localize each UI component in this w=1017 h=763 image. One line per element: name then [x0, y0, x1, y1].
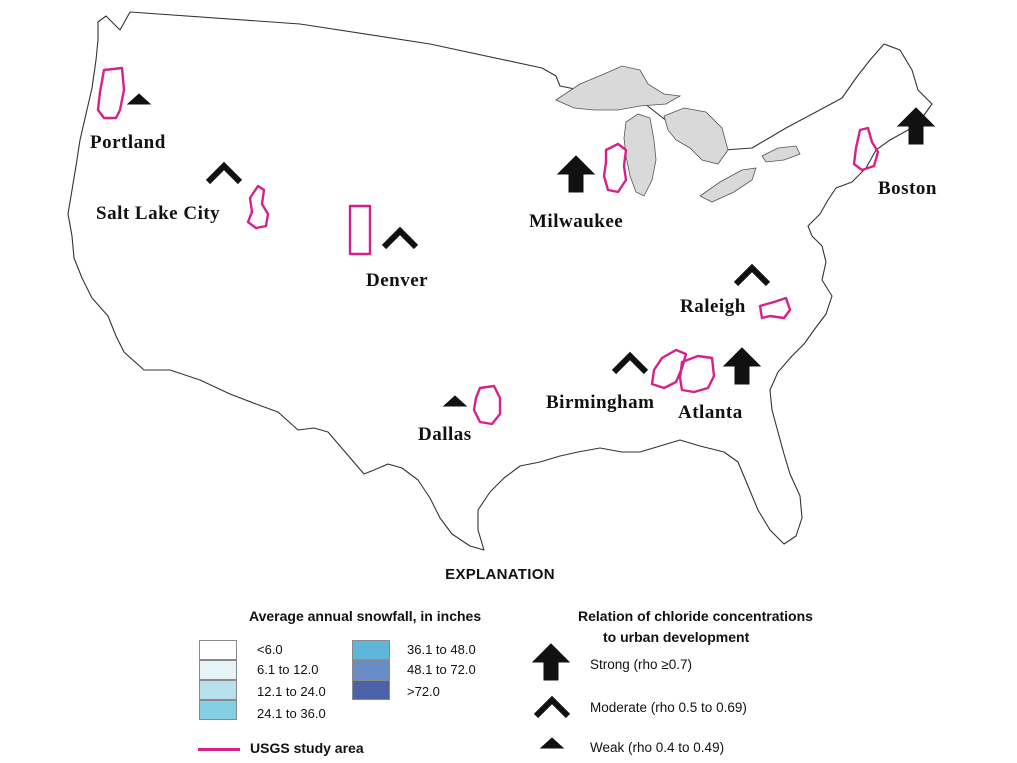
relation-legend-strong: Strong (rho ≥0.7): [590, 657, 692, 672]
study-area-legend-label: USGS study area: [250, 740, 364, 756]
snowfall-label-4: 24.1 to 36.0: [257, 706, 326, 721]
lake-huron: [663, 107, 729, 165]
relation-legend-header-line1: Relation of chloride concentrations: [578, 608, 813, 624]
weak-triangle-portland: [126, 93, 152, 105]
city-label-denver: Denver: [366, 270, 429, 291]
relation-symbols: [126, 93, 936, 407]
city-label-raleigh: Raleigh: [680, 296, 746, 317]
moderate-chevron-raleigh: [733, 263, 771, 287]
city-label-birmingham: Birmingham: [546, 392, 655, 413]
city-label-dallas: Dallas: [418, 424, 472, 445]
relation-legend-symbols: [531, 643, 571, 749]
weak-triangle-icon: [539, 737, 565, 749]
city-label-salt-lake-city: Salt Lake City: [96, 203, 221, 224]
weak-triangle-dallas: [442, 395, 468, 407]
moderate-chevron-salt-lake-city: [205, 161, 243, 185]
study-area-raleigh: [758, 296, 792, 320]
strong-arrow-atlanta: [722, 347, 762, 385]
lake-superior: [555, 65, 682, 111]
snowfall-swatch-5: [352, 640, 390, 660]
snowfall-swatch-7: [352, 680, 390, 700]
city-label-milwaukee: Milwaukee: [529, 211, 624, 232]
study-area-milwaukee: [602, 142, 628, 194]
study-area-birmingham: [650, 348, 688, 390]
conterminous-us-outline: [67, 11, 933, 551]
us-map: [67, 11, 936, 551]
strong-arrow-boston: [896, 107, 936, 145]
city-label-atlanta: Atlanta: [678, 402, 743, 423]
snowfall-swatch-3: [199, 680, 237, 700]
great-lakes: [555, 65, 801, 203]
snowfall-legend-header: Average annual snowfall, in inches: [249, 608, 482, 624]
study-area-portland: [96, 66, 126, 120]
study-areas: [96, 66, 880, 426]
study-area-boston: [852, 126, 880, 172]
snowfall-swatch-6: [352, 660, 390, 680]
map-frame: [67, 11, 936, 551]
snowfall-swatch-1: [199, 640, 237, 660]
study-area-salt-lake-city: [246, 184, 270, 230]
snowfall-label-7: >72.0: [407, 684, 440, 699]
relation-legend-weak: Weak (rho 0.4 to 0.49): [590, 740, 725, 755]
study-area-legend-line: [198, 748, 240, 751]
strong-arrow-milwaukee: [556, 155, 596, 193]
lake-erie: [699, 167, 757, 203]
relation-legend-header-line2: to urban development: [603, 629, 750, 645]
snowfall-label-2: 6.1 to 12.0: [257, 662, 319, 677]
snowfall-label-1: <6.0: [257, 642, 283, 657]
study-area-denver: [348, 204, 372, 256]
moderate-chevron-denver: [381, 226, 419, 250]
snowfall-swatch-4: [199, 700, 237, 720]
moderate-chevron-icon: [533, 695, 571, 719]
strong-arrow-icon: [531, 643, 571, 681]
explanation-title: EXPLANATION: [445, 566, 555, 583]
snowfall-label-5: 36.1 to 48.0: [407, 642, 476, 657]
study-area-atlanta: [678, 354, 716, 394]
lake-ontario: [761, 145, 801, 163]
moderate-chevron-birmingham: [611, 351, 649, 375]
study-area-dallas: [472, 384, 502, 426]
snowfall-label-3: 12.1 to 24.0: [257, 684, 326, 699]
relation-legend-moderate: Moderate (rho 0.5 to 0.69): [590, 700, 747, 715]
city-label-boston: Boston: [878, 178, 937, 199]
city-label-portland: Portland: [90, 132, 166, 153]
snowfall-label-6: 48.1 to 72.0: [407, 662, 476, 677]
snowfall-swatch-2: [199, 660, 237, 680]
